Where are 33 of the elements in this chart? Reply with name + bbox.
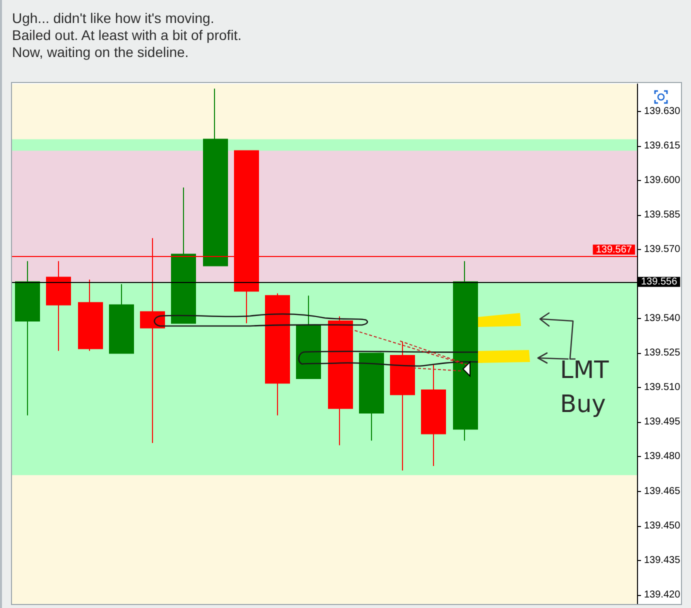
y-tick-label: 139.480 [644, 451, 681, 462]
ref-line-label: 139.556 [641, 276, 678, 288]
candlestick [296, 295, 321, 380]
annotation: LMT Buy [560, 356, 616, 418]
text: Bailed out. At least with a bit of profit. [12, 27, 242, 44]
y-tick-label: 139.450 [644, 520, 681, 532]
candlestick [109, 284, 134, 354]
y-tick-label: 139.630 [644, 106, 681, 118]
candlestick [390, 341, 415, 472]
y-tick-label: 139.570 [644, 244, 681, 256]
y-tick-label: 139.435 [644, 554, 681, 566]
y-tick-label: 139.585 [644, 210, 681, 221]
candlestick [328, 316, 353, 446]
candlestick [359, 352, 384, 442]
text: Now, waiting on the sideline. [12, 44, 190, 61]
candlestick [15, 260, 40, 416]
y-tick-label: 139.615 [644, 140, 681, 152]
y-tick-label: 139.495 [644, 416, 681, 428]
y-tick-label: 139.600 [644, 175, 681, 186]
ref-line-label: 139.567 [596, 244, 632, 256]
candlestick [203, 88, 228, 266]
candlestick [453, 260, 478, 442]
y-tick-label: 139.525 [644, 348, 681, 359]
y-tick-label: 139.540 [644, 313, 681, 324]
text: Ugh... didn't like how it's moving. [12, 10, 216, 27]
y-tick-label: 139.420 [644, 589, 681, 600]
candlestick [265, 292, 290, 416]
candlestick [78, 279, 103, 352]
y-tick-label: 139.465 [644, 486, 681, 497]
candlestick [46, 260, 71, 352]
y-tick-label: 139.510 [644, 382, 681, 394]
candlestick [171, 187, 196, 324]
candlestick [421, 364, 446, 466]
